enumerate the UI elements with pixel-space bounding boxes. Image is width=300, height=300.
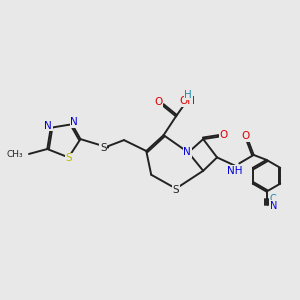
- Text: OH: OH: [179, 96, 195, 106]
- Text: NH: NH: [226, 166, 242, 176]
- Text: O: O: [220, 130, 228, 140]
- Text: N: N: [269, 201, 277, 211]
- Text: CH₃: CH₃: [6, 150, 23, 159]
- Text: N: N: [70, 117, 78, 127]
- Text: N: N: [184, 147, 191, 157]
- Text: H: H: [184, 90, 192, 100]
- Text: N: N: [44, 121, 52, 131]
- Text: S: S: [65, 153, 72, 164]
- Text: S: S: [100, 143, 106, 153]
- Text: S: S: [173, 184, 179, 195]
- Text: O: O: [241, 131, 249, 141]
- Text: C: C: [269, 194, 276, 204]
- Text: O: O: [154, 98, 163, 107]
